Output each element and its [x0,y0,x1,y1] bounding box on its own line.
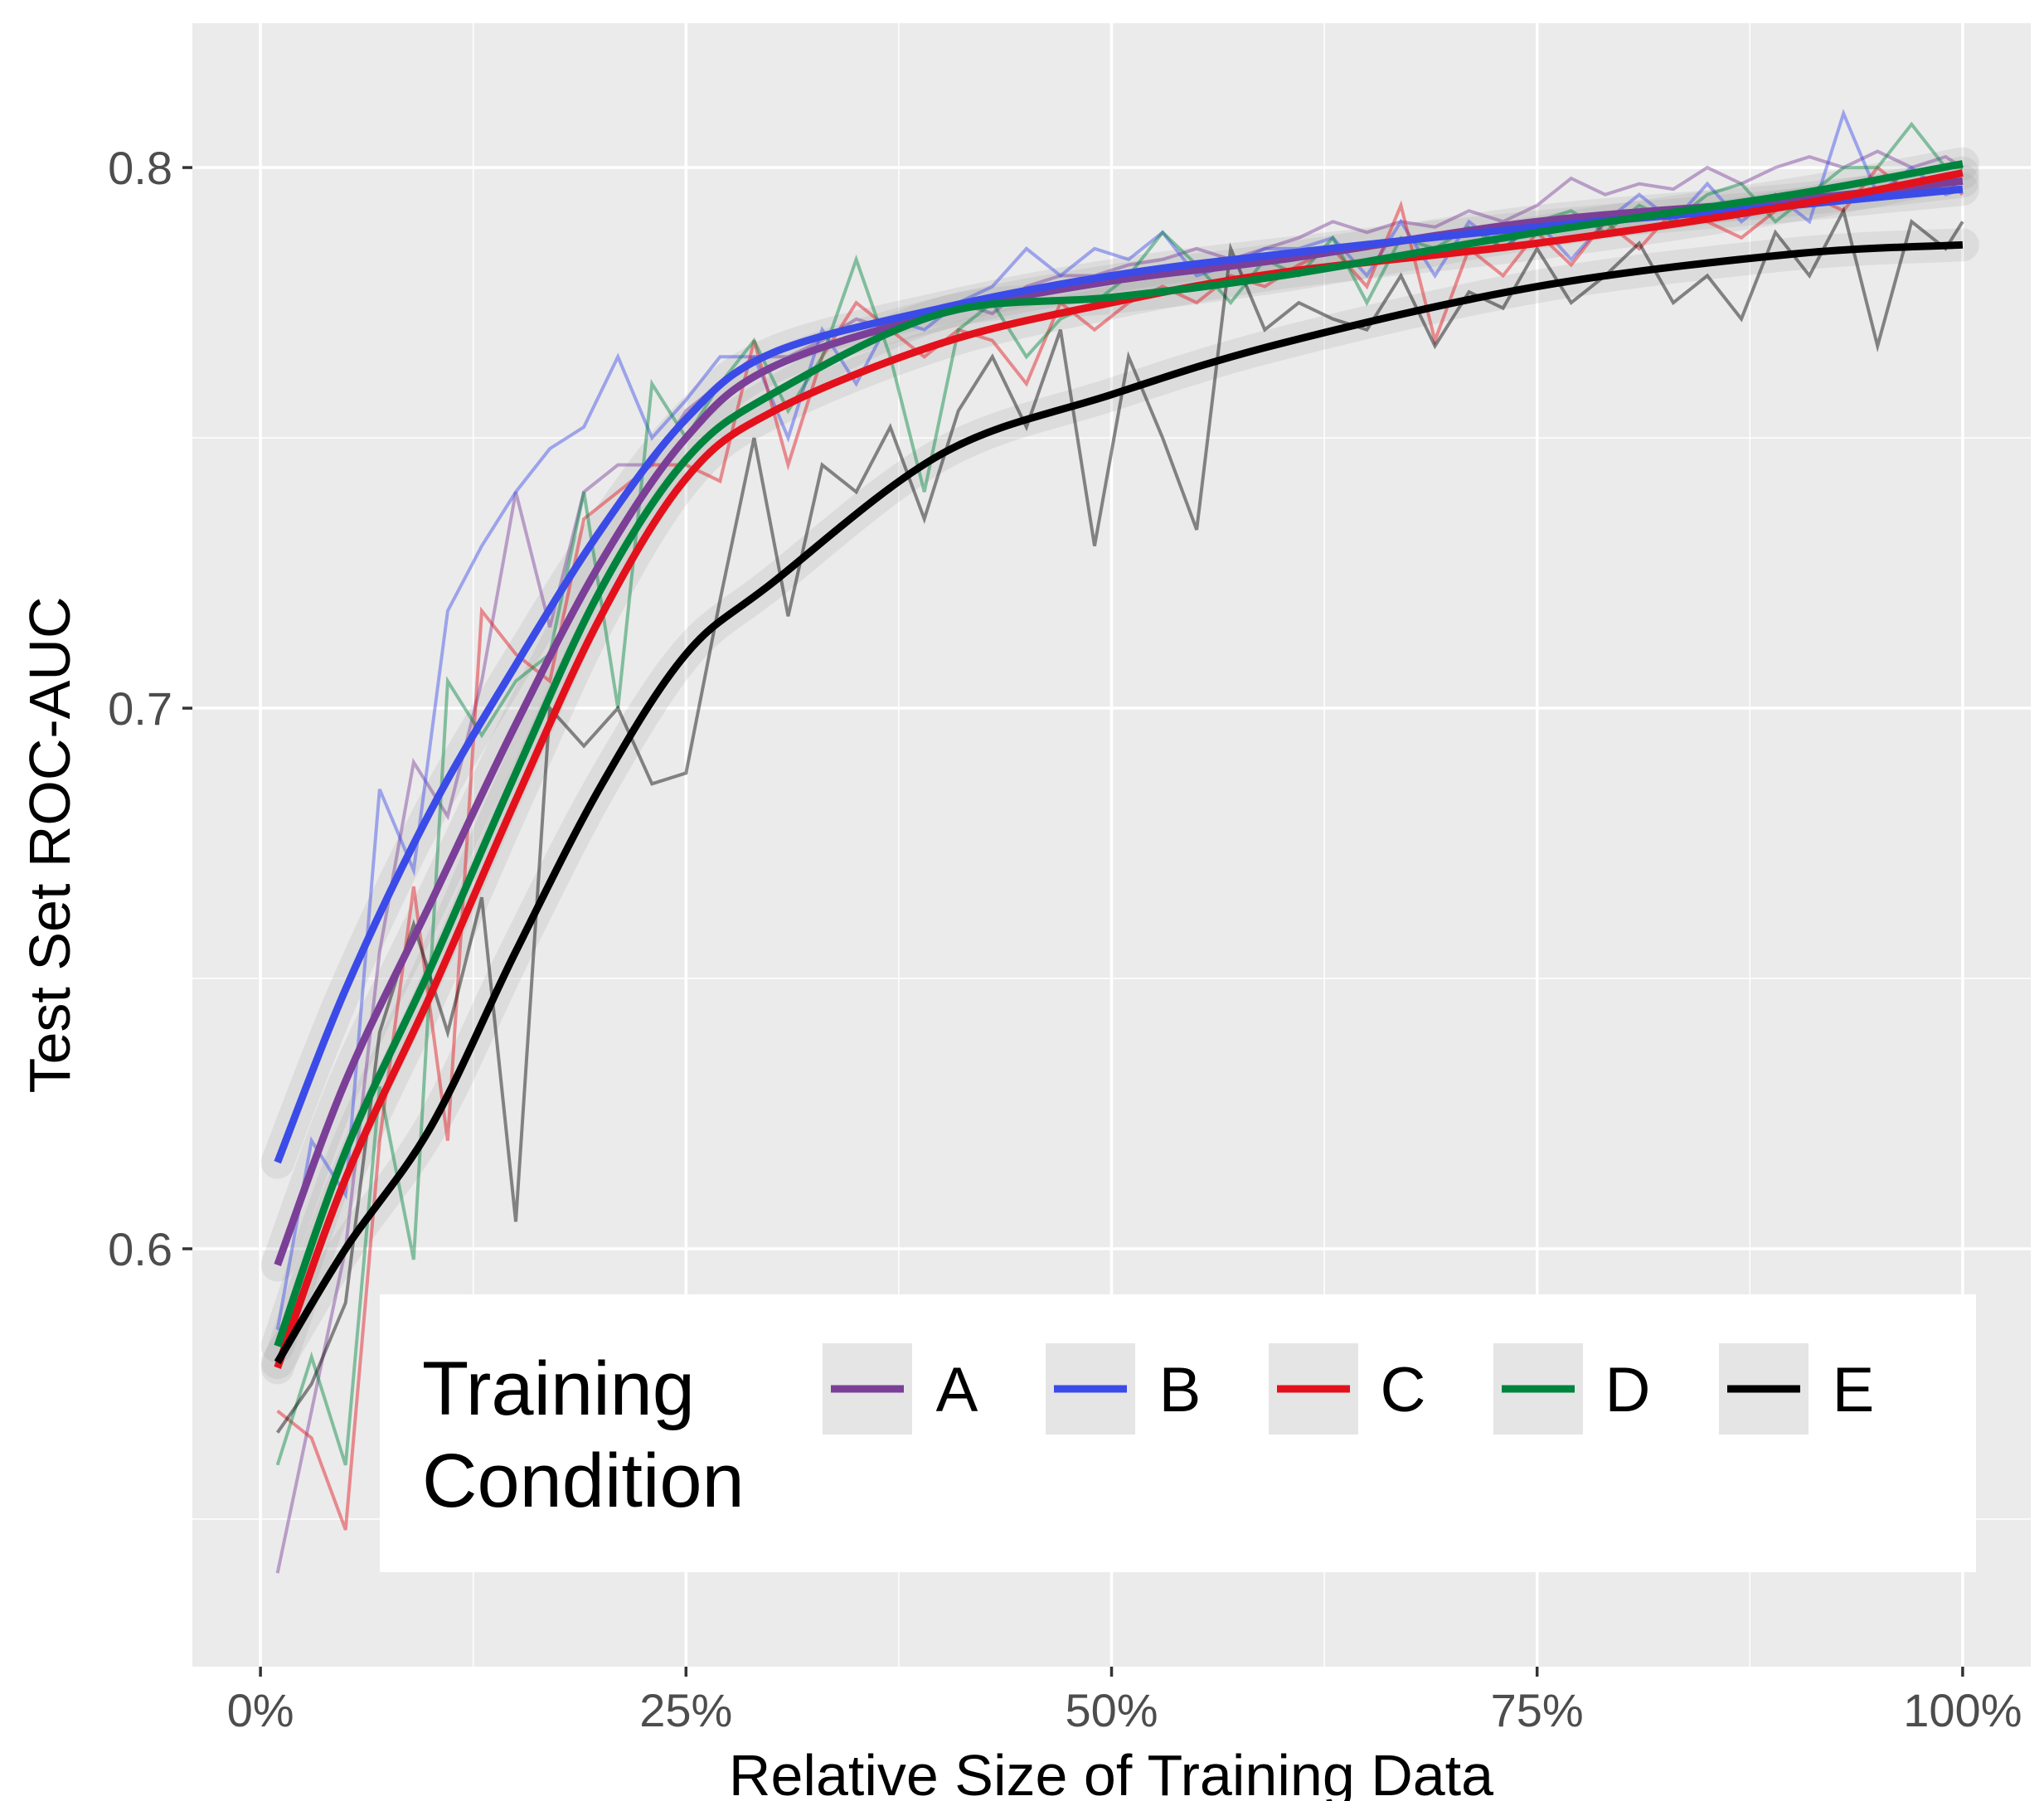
legend-label-B: B [1159,1355,1202,1425]
x-tick-label: 75% [1491,1684,1584,1736]
legend: Training Condition A B C D E [380,1294,1976,1572]
raw-line-A [275,149,1964,1574]
raw-line-B [275,109,1964,1331]
legend-label-E: E [1833,1355,1875,1425]
smooth-line-A [274,177,1964,1267]
raw-line-E [276,206,1964,1434]
gridlines [192,23,2031,1667]
y-tick-label: 0.7 [108,682,172,735]
axes: 0.6 0.7 0.8 0% 25% 50% 75% 100% [108,142,2022,1736]
y-axis-title: Test Set ROC-AUC [17,597,82,1094]
smooth-line-D [274,160,1964,1347]
smooth-lines [274,160,1964,1369]
y-tick-label: 0.6 [108,1223,172,1275]
legend-label-D: D [1605,1355,1651,1425]
legend-title-line1: Training [422,1347,695,1431]
x-tick-label: 100% [1903,1684,2022,1736]
legend-label-A: A [936,1355,978,1425]
legend-label-C: C [1381,1355,1426,1425]
y-tick-label: 0.8 [108,142,172,194]
smooth-line-C [274,169,1964,1369]
x-tick-label: 25% [639,1684,732,1736]
smooth-line-E [274,240,1964,1365]
legend-box [380,1294,1976,1572]
x-tick-label: 50% [1065,1684,1158,1736]
x-axis-title: Relative Size of Training Data [729,1743,1493,1801]
x-tick-label: 0% [227,1684,294,1736]
legend-keys: A B C D E [823,1343,1874,1434]
legend-title-line2: Condition [422,1439,745,1523]
